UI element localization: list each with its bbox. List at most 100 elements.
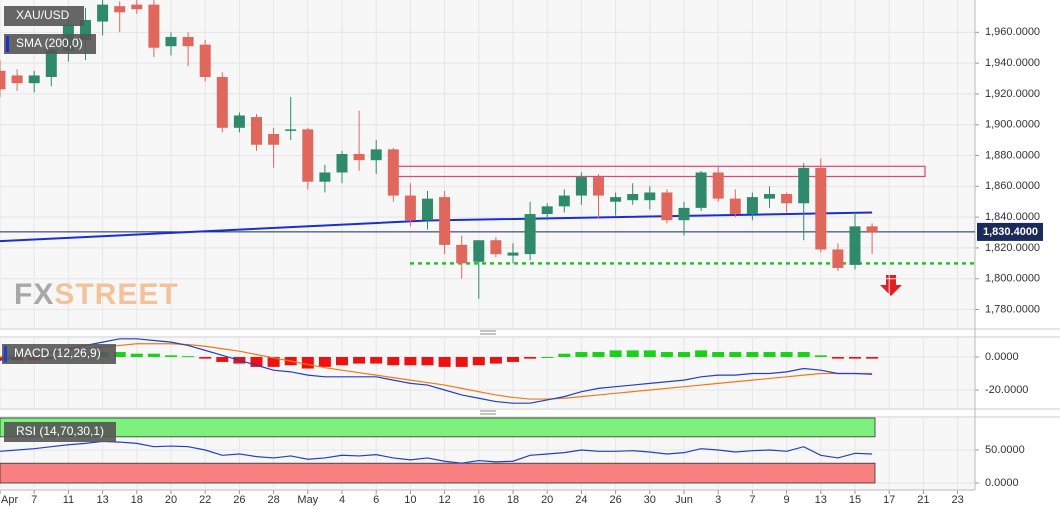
- candle-body: [251, 117, 262, 145]
- macd-histogram-bar: [831, 356, 844, 359]
- resize-grip[interactable]: [480, 410, 496, 415]
- x-tick-label: 10: [404, 494, 416, 506]
- x-tick-label: 12: [438, 494, 450, 506]
- x-tick-label: 26: [233, 494, 245, 506]
- candle-body: [148, 4, 160, 48]
- x-tick-label: 17: [883, 494, 895, 506]
- macd-histogram-bar: [182, 356, 195, 358]
- legend-swatch: [6, 36, 9, 52]
- candle-body: [866, 226, 878, 232]
- candle-body: [97, 4, 109, 22]
- candle-body: [832, 249, 844, 268]
- x-tick-label: 20: [541, 494, 553, 506]
- candle-body: [593, 177, 604, 196]
- resize-grip[interactable]: [480, 330, 496, 335]
- candle-body: [165, 36, 177, 47]
- macd-histogram-bar: [643, 350, 656, 357]
- candle-body: [233, 115, 245, 128]
- x-tick-label: 21: [917, 494, 929, 506]
- candle-body: [541, 206, 553, 215]
- candle-body: [302, 129, 314, 182]
- macd-histogram-bar: [626, 350, 639, 357]
- x-tick-label: 23: [951, 494, 963, 506]
- candle-body: [80, 20, 91, 41]
- candle-body: [387, 149, 399, 196]
- candle-body: [558, 195, 570, 207]
- candle-body: [764, 194, 775, 199]
- x-tick-label: 4: [339, 494, 345, 506]
- macd-signal-line: [0, 343, 873, 400]
- candle-body: [712, 172, 724, 199]
- x-tick-label: 11: [63, 494, 74, 506]
- x-tick-label: 28: [267, 494, 279, 506]
- oversold-zone: [0, 462, 876, 484]
- macd-histogram-bar: [763, 352, 776, 357]
- macd-line: [0, 338, 873, 404]
- x-tick-label: Apr: [1, 494, 18, 506]
- y-tick-label: 0.0000: [985, 477, 1019, 489]
- candle-body: [627, 194, 639, 201]
- macd-histogram-bar: [849, 356, 861, 359]
- macd-histogram-bar: [489, 356, 502, 364]
- macd-histogram-bar: [609, 350, 622, 357]
- macd-histogram-bar: [472, 356, 485, 366]
- x-tick-label: 3: [715, 494, 721, 506]
- x-tick-label: 24: [575, 494, 587, 506]
- candle-body: [473, 240, 485, 262]
- macd-histogram-bar: [558, 353, 571, 357]
- candle-body: [575, 177, 587, 196]
- macd-histogram-bar: [370, 356, 383, 364]
- legend-box: [4, 6, 84, 26]
- last-price-tag: [977, 222, 1043, 241]
- candle-body: [319, 172, 331, 182]
- legend-box: [4, 422, 116, 442]
- x-tick-label: 18: [131, 494, 143, 506]
- candle-body: [729, 198, 741, 215]
- macd-histogram-bar: [318, 356, 331, 367]
- x-tick-label: 15: [849, 494, 861, 506]
- candle-body: [507, 252, 519, 256]
- macd-histogram-bar: [592, 352, 605, 357]
- macd-histogram-bar: [814, 355, 827, 357]
- candle-body: [610, 197, 622, 202]
- watermark-part: STREET: [54, 278, 178, 311]
- candle-body: [661, 192, 673, 221]
- y-tick-label: 0.0000: [985, 351, 1019, 363]
- x-tick-label: 6: [373, 494, 379, 506]
- watermark-part: FX: [14, 278, 54, 311]
- candle-body: [216, 76, 228, 128]
- legend-box: [4, 34, 96, 54]
- y-tick-label: 1,780.0000: [985, 303, 1040, 315]
- macd-histogram-bar: [695, 350, 708, 357]
- candle-body: [439, 197, 451, 245]
- macd-histogram-bar: [712, 352, 725, 357]
- candle-body: [746, 197, 758, 215]
- legend-box: [2, 344, 116, 364]
- x-tick-label: 7: [31, 494, 37, 506]
- macd-histogram-bar: [797, 352, 810, 357]
- macd-histogram-bar: [250, 356, 263, 367]
- candle-body: [456, 244, 468, 264]
- x-tick-label: 30: [644, 494, 656, 506]
- legend-label: MACD (12,26,9): [14, 346, 101, 360]
- x-tick-label: 13: [815, 494, 827, 506]
- overbought-zone: [0, 417, 876, 438]
- candle-body: [849, 226, 861, 265]
- y-tick-label: 1,840.0000: [985, 211, 1040, 223]
- macd-histogram-bar: [301, 356, 314, 369]
- candle-body: [422, 198, 433, 221]
- candle-body: [114, 6, 126, 13]
- candle-body: [45, 49, 57, 77]
- y-tick-label: -20.0000: [985, 384, 1028, 396]
- rsi-line: [0, 440, 873, 464]
- candle-body: [268, 133, 280, 145]
- macd-histogram-bar: [387, 356, 400, 366]
- candle-body: [524, 214, 536, 255]
- x-tick-label: 18: [507, 494, 519, 506]
- x-tick-label: 20: [165, 494, 177, 506]
- macd-histogram-bar: [729, 352, 742, 357]
- candle-body: [695, 172, 707, 208]
- x-tick-label: 16: [473, 494, 485, 506]
